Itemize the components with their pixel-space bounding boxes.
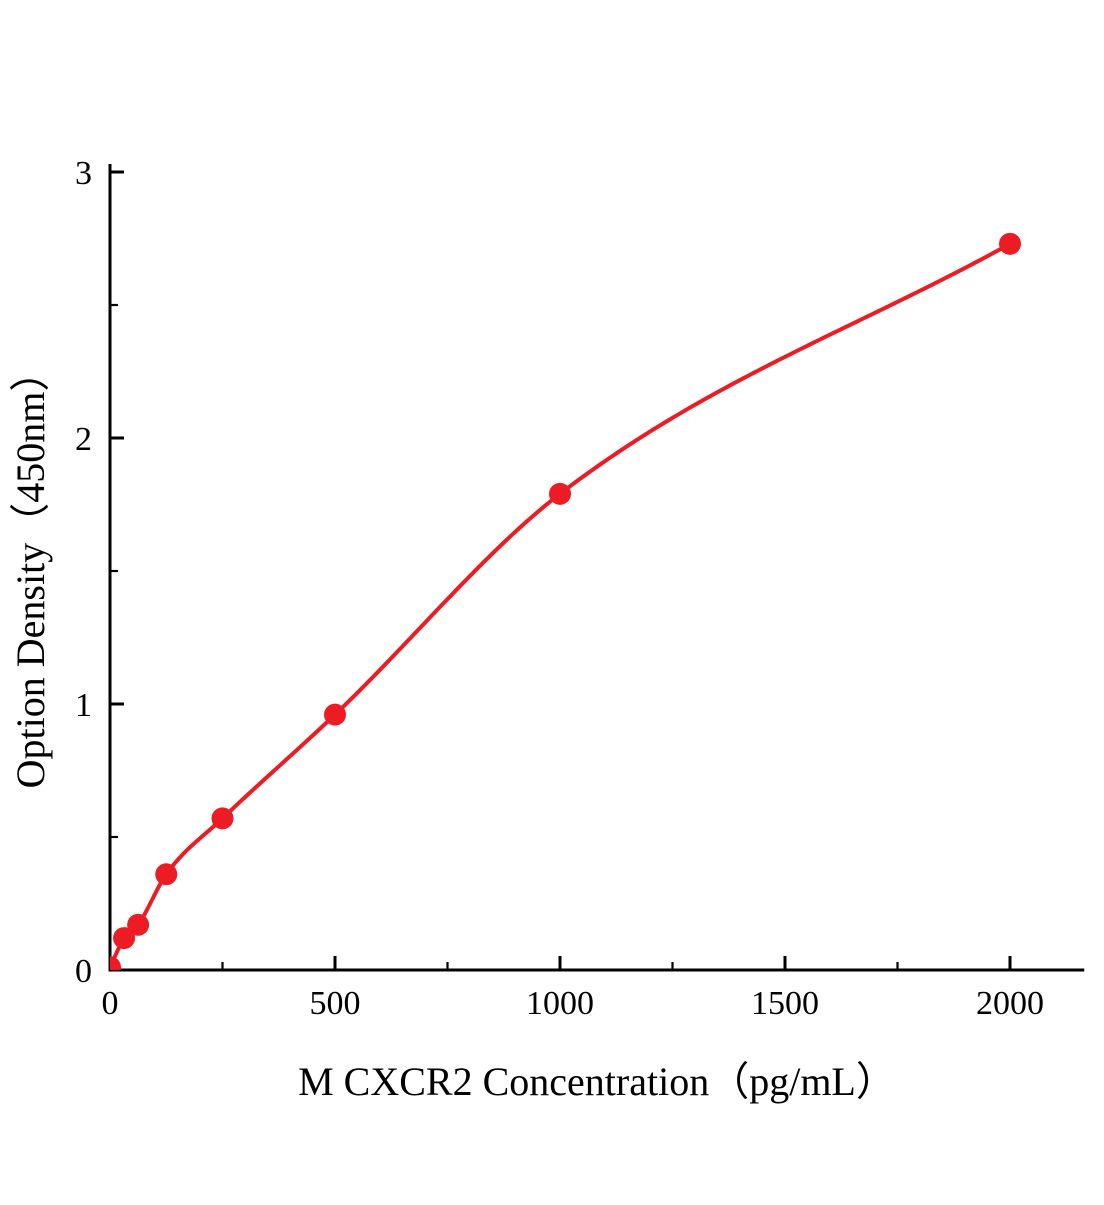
- x-axis-title: M CXCR2 Concentration（pg/mL）: [298, 1059, 896, 1104]
- data-point: [999, 232, 1021, 255]
- fit-curve: [110, 241, 1012, 970]
- y-tick-label: 0: [75, 953, 92, 990]
- x-tick-label: 500: [310, 985, 361, 1022]
- y-tick-label: 2: [75, 421, 92, 458]
- data-point: [155, 863, 178, 886]
- data-point: [127, 913, 150, 936]
- data-point: [113, 927, 136, 950]
- plot-area: 0 500 1000 1500 2000 0 1 2 3: [75, 155, 1085, 1022]
- y-tick-label: 1: [75, 687, 92, 724]
- data-point: [110, 956, 121, 970]
- x-tick-label: 1000: [526, 985, 594, 1022]
- data-point: [549, 482, 571, 505]
- y-tick-label: 3: [75, 155, 92, 192]
- x-tick-label: 1500: [751, 985, 819, 1022]
- data-point: [324, 703, 346, 726]
- data-point: [211, 807, 234, 830]
- x-tick-label: 0: [102, 985, 119, 1022]
- x-tick-label: 2000: [976, 985, 1044, 1022]
- y-axis-title: Option Density（450nm）: [8, 352, 53, 789]
